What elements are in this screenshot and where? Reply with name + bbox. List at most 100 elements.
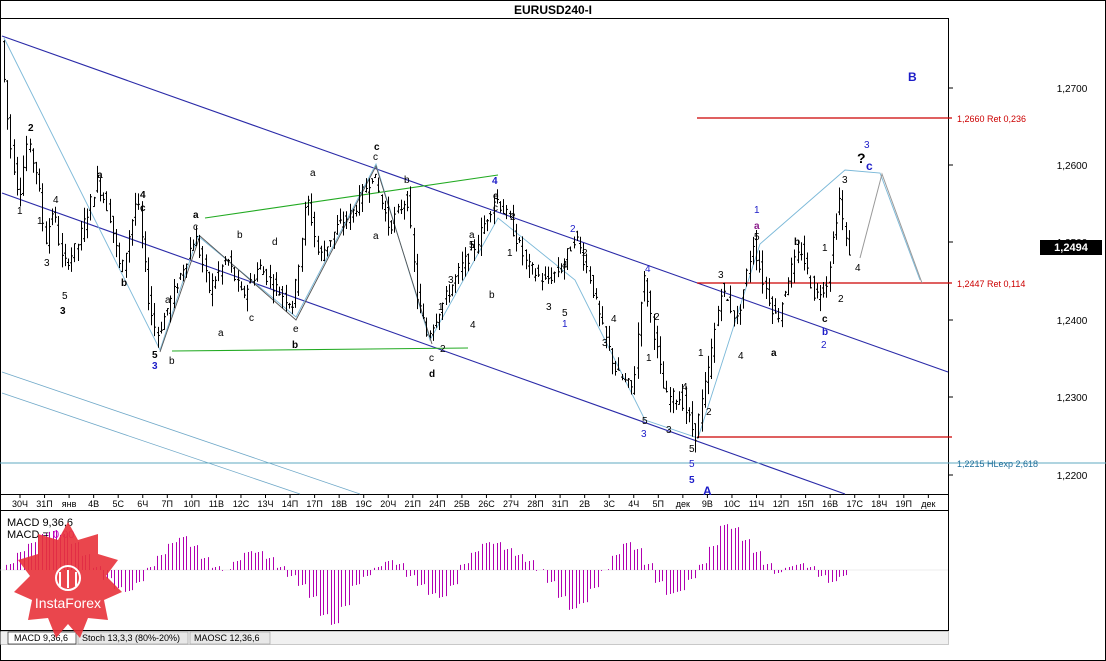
svg-text:4: 4 <box>611 314 617 325</box>
svg-text:c: c <box>822 314 828 325</box>
wave-label-top-B: B <box>908 70 917 84</box>
svg-text:d: d <box>272 237 278 248</box>
svg-text:e: e <box>493 191 499 202</box>
svg-text:a: a <box>754 221 760 232</box>
svg-text:b: b <box>794 237 800 248</box>
svg-text:d: d <box>429 369 435 380</box>
time-label: 28П <box>527 499 543 509</box>
svg-text:3: 3 <box>864 140 870 151</box>
svg-text:4: 4 <box>855 263 861 274</box>
hlexp-label: 1,2215 HLexp 2,618 <box>957 459 1038 469</box>
time-label: 17П <box>306 499 322 509</box>
time-label: 5С <box>112 499 124 509</box>
time-axis-labels: 30Ч 31П янв 4В 5С 6Ч 7П 10П 11В 12С 13Ч 14П 17П 18В 19… <box>12 494 936 509</box>
svg-text:1: 1 <box>698 348 704 359</box>
svg-text:5: 5 <box>754 232 760 243</box>
svg-text:4: 4 <box>738 351 744 362</box>
time-label: янв <box>62 499 77 509</box>
svg-text:5: 5 <box>689 459 695 470</box>
svg-text:5: 5 <box>642 416 648 427</box>
time-label: 20Ч <box>380 499 396 509</box>
time-label: 15П <box>797 499 813 509</box>
svg-text:1: 1 <box>37 216 43 227</box>
time-label: 10С <box>724 499 741 509</box>
time-label: 4Ч <box>628 499 639 509</box>
svg-text:2: 2 <box>706 407 712 418</box>
indicator-panel[interactable] <box>0 510 949 631</box>
svg-text:c: c <box>140 203 146 214</box>
tab-macd[interactable] <box>7 631 77 645</box>
svg-text:1: 1 <box>507 248 513 259</box>
current-price-box <box>1040 240 1102 255</box>
svg-text:5: 5 <box>689 444 695 455</box>
svg-text:c: c <box>429 353 434 364</box>
svg-text:2: 2 <box>510 212 516 223</box>
tab-maosc[interactable] <box>189 631 271 645</box>
svg-text:3: 3 <box>44 258 50 269</box>
svg-text:2: 2 <box>654 312 660 323</box>
tab-macd-label: MACD 9,36,6 <box>14 633 68 643</box>
time-label: 25В <box>454 499 470 509</box>
svg-text:e: e <box>293 324 299 335</box>
price-tick: 1,2300 <box>1057 393 1088 404</box>
wave-labels: 2 1 1 4 3 5 3 a b 4 c 5 3 b a a c b a c … <box>17 123 870 486</box>
svg-text:1: 1 <box>562 319 568 330</box>
svg-text:c: c <box>249 313 254 324</box>
svg-text:3: 3 <box>448 275 454 286</box>
time-label: 18Ч <box>871 499 887 509</box>
time-label: 31П <box>552 499 568 509</box>
time-label: 19С <box>355 499 372 509</box>
svg-text:c: c <box>374 142 380 153</box>
price-tick: 1,2400 <box>1057 316 1088 327</box>
svg-text:c: c <box>193 222 198 233</box>
svg-text:1: 1 <box>646 353 652 364</box>
triangle-lower-line <box>171 347 469 352</box>
svg-text:a: a <box>310 168 316 179</box>
svg-text:a: a <box>165 295 171 306</box>
time-label: 16В <box>822 499 838 509</box>
svg-text:c: c <box>373 152 378 163</box>
svg-text:b: b <box>292 340 298 351</box>
instaforex-logo: InstaForex <box>14 522 122 638</box>
svg-text:4: 4 <box>140 190 146 201</box>
ret-0236-label: 1,2660 Ret 0,236 <box>957 114 1026 124</box>
svg-text:4: 4 <box>682 382 688 393</box>
wave-zigzag <box>3 37 921 439</box>
svg-text:a: a <box>97 170 103 181</box>
macd-name: MACD 9,36,6 <box>7 517 73 529</box>
time-label: 18В <box>331 499 347 509</box>
price-tick: 1,2200 <box>1057 471 1088 482</box>
tab-maosc-label: MAOSC 12,36,6 <box>194 633 260 643</box>
triangle-upper-line <box>204 174 499 219</box>
svg-text:2: 2 <box>821 340 827 351</box>
svg-text:a: a <box>193 210 199 221</box>
time-label: 30Ч <box>12 499 28 509</box>
svg-text:b: b <box>169 356 175 367</box>
svg-text:3: 3 <box>602 338 608 349</box>
svg-text:c: c <box>493 203 498 214</box>
svg-text:4: 4 <box>645 264 651 275</box>
time-label: 27Ч <box>503 499 519 509</box>
svg-text:1: 1 <box>822 243 828 254</box>
svg-text:4: 4 <box>53 195 59 206</box>
svg-text:5: 5 <box>152 350 158 361</box>
svg-text:5: 5 <box>689 475 695 486</box>
upper-channel-line <box>1 35 949 373</box>
time-label: 7П <box>162 499 173 509</box>
time-label: 9В <box>702 499 713 509</box>
time-label: 6Ч <box>137 499 148 509</box>
chart-title: EURUSD240-I <box>514 3 592 17</box>
svg-text:1: 1 <box>438 302 444 313</box>
svg-text:3: 3 <box>666 425 672 436</box>
svg-text:b: b <box>237 230 243 241</box>
tab-stoch[interactable] <box>77 631 189 645</box>
svg-text:1: 1 <box>17 206 23 217</box>
current-price-label: 1,2494 <box>1054 242 1089 254</box>
candle-group <box>3 40 851 453</box>
time-label: 24П <box>429 499 445 509</box>
thin-channel-line-2 <box>1 392 301 495</box>
time-label: 4В <box>88 499 99 509</box>
svg-text:3: 3 <box>641 429 647 440</box>
svg-text:4: 4 <box>492 176 498 187</box>
